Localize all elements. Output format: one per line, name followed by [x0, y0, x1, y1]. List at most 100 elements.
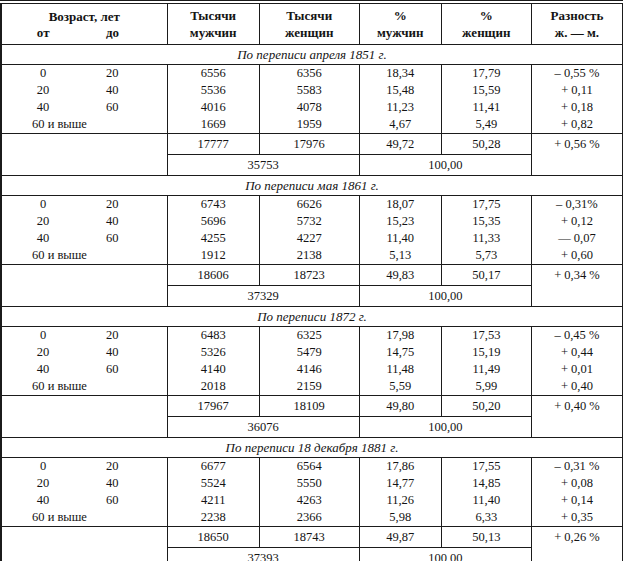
men-thousands-cell: 5326: [167, 344, 259, 361]
women-subtotal-cell: 17976: [259, 134, 359, 155]
age-to-cell: 40: [84, 82, 167, 99]
women-percent-cell: 11,33: [441, 230, 531, 247]
women-subtotal-cell: 18109: [259, 396, 359, 417]
women-percent-cell: 5,73: [441, 247, 531, 265]
age-to-cell: 20: [84, 327, 167, 345]
total-population-cell: 36076: [167, 417, 359, 438]
difference-total-cell: + 0,26 %: [531, 527, 622, 561]
census-table-body: По переписи апреля 1851 г.0206556635618,…: [1, 45, 623, 561]
men-percent-subtotal-cell: 49,83: [359, 265, 441, 286]
difference-cell: + 0,11: [531, 82, 622, 99]
women-thousands-cell: 5583: [259, 82, 359, 99]
age-empty-cell: [1, 396, 167, 438]
age-range-cell: 60 и выше: [1, 509, 167, 527]
men-subtotal-cell: 18650: [167, 527, 259, 548]
data-row: 20405696573215,2315,35+ 0,12: [1, 213, 623, 230]
women-thousands-cell: 2366: [259, 509, 359, 527]
header-line: %: [442, 7, 531, 24]
age-to-cell: 60: [84, 230, 167, 247]
difference-cell: + 0,44: [531, 344, 622, 361]
section-title-row: По переписи 18 декабря 1881 г.: [1, 438, 623, 458]
data-row: 0206677656417,8617,55– 0,31 %: [1, 458, 623, 476]
data-row: 20405536558315,4815,59+ 0,11: [1, 82, 623, 99]
women-subtotal-cell: 18723: [259, 265, 359, 286]
men-thousands-cell: 6556: [167, 65, 259, 83]
difference-cell: — 0,07: [531, 230, 622, 247]
total-percent-cell: 100,00: [359, 286, 531, 307]
age-to-label: до: [84, 25, 166, 41]
difference-cell: – 0,45 %: [531, 327, 622, 345]
total-percent-cell: 100,00: [359, 548, 531, 561]
difference-cell: + 0,60: [531, 247, 622, 265]
data-row: 0206743662618,0717,75– 0,31%: [1, 196, 623, 214]
men-percent-cell: 14,77: [359, 475, 441, 492]
age-from-cell: 0: [1, 196, 84, 214]
subtotal-row: 186501874349,8750,13+ 0,26 %: [1, 527, 623, 548]
women-thousands-cell: 2159: [259, 378, 359, 396]
men-thousands-cell: 5524: [167, 475, 259, 492]
total-percent-cell: 100,00: [359, 155, 531, 176]
age-title: Возраст, лет: [2, 8, 167, 25]
women-thousands-cell: 6356: [259, 65, 359, 83]
difference-cell: + 0,01: [531, 361, 622, 378]
header-line: Тысячи: [260, 7, 359, 24]
age-from-cell: 40: [1, 492, 84, 509]
age-empty-cell: [1, 527, 167, 561]
header-line: мужчин: [360, 24, 441, 41]
difference-cell: – 0,31 %: [531, 458, 622, 476]
percent-men-header: % мужчин: [359, 2, 441, 45]
subtotal-row: 179671810949,8050,20+ 0,40 %: [1, 396, 623, 417]
difference-cell: + 0,18: [531, 99, 622, 116]
data-row: 40604140414611,4811,49+ 0,01: [1, 361, 623, 378]
women-percent-cell: 14,85: [441, 475, 531, 492]
women-percent-cell: 17,75: [441, 196, 531, 214]
men-percent-cell: 5,59: [359, 378, 441, 396]
men-thousands-cell: 4140: [167, 361, 259, 378]
age-from-cell: 20: [1, 82, 84, 99]
data-row: 60 и выше223823665,986,33+ 0,35: [1, 509, 623, 527]
age-subheader: от до: [2, 25, 167, 41]
women-percent-cell: 5,99: [441, 378, 531, 396]
women-percent-cell: 15,59: [441, 82, 531, 99]
men-percent-cell: 15,48: [359, 82, 441, 99]
women-percent-subtotal-cell: 50,20: [441, 396, 531, 417]
men-percent-cell: 18,07: [359, 196, 441, 214]
header-line: Тысячи: [168, 7, 259, 24]
header-line: ж. — м.: [532, 24, 622, 41]
total-population-cell: 37393: [167, 548, 359, 561]
data-row: 0206483632517,9817,53– 0,45 %: [1, 327, 623, 345]
men-thousands-cell: 1912: [167, 247, 259, 265]
men-subtotal-cell: 17967: [167, 396, 259, 417]
age-from-cell: 20: [1, 344, 84, 361]
header-line: %: [360, 7, 441, 24]
age-to-cell: 40: [84, 475, 167, 492]
difference-cell: + 0,14: [531, 492, 622, 509]
women-percent-cell: 5,49: [441, 116, 531, 134]
difference-cell: + 0,08: [531, 475, 622, 492]
section-title-row: По переписи мая 1861 г.: [1, 176, 623, 196]
women-thousands-cell: 2138: [259, 247, 359, 265]
women-percent-subtotal-cell: 50,28: [441, 134, 531, 155]
women-thousands-cell: 4146: [259, 361, 359, 378]
table-header: Возраст, лет от до Тысячи мужчин Тысячи …: [1, 2, 623, 45]
age-to-cell: 60: [84, 361, 167, 378]
age-from-cell: 40: [1, 99, 84, 116]
women-percent-cell: 15,19: [441, 344, 531, 361]
women-percent-cell: 6,33: [441, 509, 531, 527]
age-from-cell: 0: [1, 65, 84, 83]
men-percent-cell: 11,26: [359, 492, 441, 509]
header-line: женщин: [260, 24, 359, 41]
women-thousands-cell: 4263: [259, 492, 359, 509]
women-thousands-cell: 6564: [259, 458, 359, 476]
women-thousands-cell: 5479: [259, 344, 359, 361]
total-population-cell: 35753: [167, 155, 359, 176]
subtotal-row: 177771797649,7250,28+ 0,56 %: [1, 134, 623, 155]
men-percent-cell: 4,67: [359, 116, 441, 134]
men-percent-subtotal-cell: 49,72: [359, 134, 441, 155]
total-percent-cell: 100,00: [359, 417, 531, 438]
section-title: По переписи 1872 г.: [1, 307, 623, 327]
age-to-cell: 60: [84, 99, 167, 116]
age-empty-cell: [1, 265, 167, 307]
men-thousands-cell: 4255: [167, 230, 259, 247]
men-percent-cell: 11,23: [359, 99, 441, 116]
